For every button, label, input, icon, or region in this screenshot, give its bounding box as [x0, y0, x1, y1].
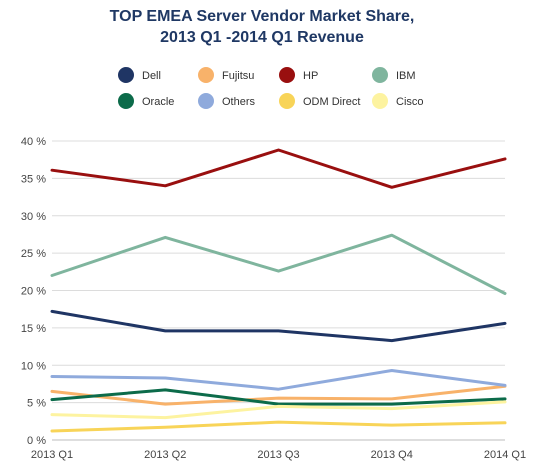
legend-label-fujitsu: Fujitsu — [222, 70, 254, 82]
legend-swatch-ibm — [372, 67, 388, 83]
series-line-oracle — [50, 388, 507, 406]
y-tick-label: 30 % — [21, 211, 46, 223]
legend-label-oracle: Oracle — [142, 96, 174, 108]
legend-item-ibm: IBM — [372, 67, 416, 83]
series-line-odm-direct — [50, 420, 507, 433]
y-tick-label: 15 % — [21, 323, 46, 335]
legend-item-cisco: Cisco — [372, 93, 424, 109]
series-line-ibm — [50, 233, 507, 295]
chart-title: TOP EMEA Server Vendor Market Share, 201… — [110, 8, 415, 46]
legend-swatch-dell — [118, 67, 134, 83]
x-tick-label: 2013 Q2 — [144, 449, 186, 461]
legend-label-others: Others — [222, 96, 256, 108]
legend-label-ibm: IBM — [396, 70, 416, 82]
x-tick-label: 2013 Q4 — [371, 449, 413, 461]
legend-item-oracle: Oracle — [118, 93, 174, 109]
legend-label-dell: Dell — [142, 70, 161, 82]
legend-item-others: Others — [198, 93, 256, 109]
legend-swatch-others — [198, 93, 214, 109]
y-axis-tick-labels: 0 % 5 % 10 % 15 % 20 % 25 % 30 % 35 % 40 % — [21, 136, 46, 447]
series-line-dell — [50, 309, 507, 343]
y-tick-label: 0 % — [27, 435, 46, 447]
x-tick-label: 2013 Q3 — [257, 449, 299, 461]
y-tick-label: 5 % — [27, 398, 46, 410]
y-tick-label: 25 % — [21, 248, 46, 260]
x-axis-tick-labels: 2013 Q1 2013 Q2 2013 Q3 2013 Q4 2014 Q1 — [31, 449, 526, 461]
series-lines — [50, 148, 507, 433]
series-line-fujitsu — [50, 384, 507, 406]
y-tick-label: 20 % — [21, 286, 46, 298]
chart-title-line-1: TOP EMEA Server Vendor Market Share, — [110, 8, 415, 25]
legend-swatch-fujitsu — [198, 67, 214, 83]
chart-title-line-2: 2013 Q1 -2014 Q1 Revenue — [160, 29, 364, 46]
legend-swatch-cisco — [372, 93, 388, 109]
legend-item-dell: Dell — [118, 67, 161, 83]
x-tick-label: 2013 Q1 — [31, 449, 73, 461]
legend-item-fujitsu: Fujitsu — [198, 67, 254, 83]
legend-item-odm-direct: ODM Direct — [279, 93, 360, 109]
x-tick-label: 2014 Q1 — [484, 449, 526, 461]
legend-label-cisco: Cisco — [396, 96, 424, 108]
legend-item-hp: HP — [279, 67, 318, 83]
series-line-cisco — [50, 400, 507, 420]
series-line-hp — [50, 148, 507, 189]
legend: Dell Fujitsu HP IBM Oracle Others ODM Direct Ci… — [118, 67, 424, 109]
gridlines — [52, 140, 505, 441]
legend-label-hp: HP — [303, 70, 318, 82]
y-tick-label: 10 % — [21, 360, 46, 372]
y-tick-label: 35 % — [21, 173, 46, 185]
legend-swatch-oracle — [118, 93, 134, 109]
legend-swatch-odm-direct — [279, 93, 295, 109]
series-line-others — [50, 369, 507, 391]
legend-swatch-hp — [279, 67, 295, 83]
legend-label-odm-direct: ODM Direct — [303, 96, 360, 108]
y-tick-label: 40 % — [21, 136, 46, 148]
